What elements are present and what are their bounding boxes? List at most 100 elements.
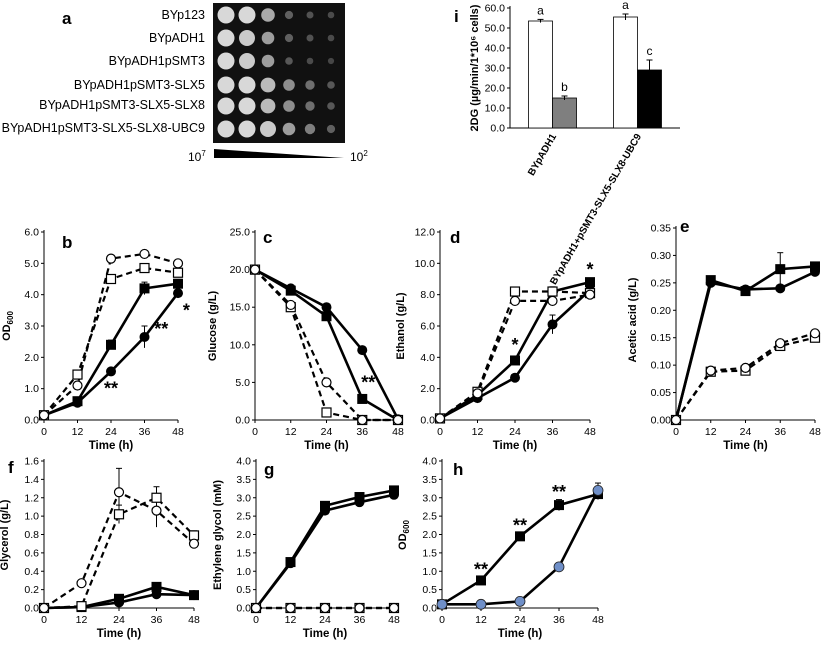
y-tick-label-b-3: 3.0	[24, 321, 39, 333]
data-point-g-1-1	[285, 558, 296, 569]
y-tick-label-e-6: 0.30	[651, 250, 672, 262]
y-tick-label-i-3: 30.0	[485, 63, 506, 75]
data-point-e-1-2	[740, 284, 751, 295]
data-point-c-3-0	[249, 264, 261, 275]
data-point-g-3-1	[285, 602, 296, 614]
y-tick-label-h-5: 2.5	[422, 511, 437, 523]
x-tick-label-d-1: 12	[472, 426, 484, 438]
data-point-d-2-3	[547, 286, 558, 297]
data-point-f-0-3	[151, 581, 162, 592]
x-tick-label-e-4: 48	[809, 426, 821, 438]
data-point-b-3-2	[105, 253, 117, 264]
data-point-b-1-3	[139, 331, 150, 342]
data-point-d-1-2	[510, 372, 520, 383]
strain-label-5: BYpADH1pSMT3-SLX5-SLX8	[39, 98, 205, 112]
y-axis-label-f: Glycerol (g/L)	[0, 499, 11, 570]
x-tick-label-b-2: 24	[105, 426, 117, 438]
dilution-low: 102	[350, 149, 368, 164]
colony-spot-r5-c1	[217, 97, 235, 115]
colony-spot-r3-c4	[285, 57, 293, 65]
colony-spot-r2-c5	[306, 34, 314, 42]
y-tick-label-e-5: 0.25	[651, 277, 672, 289]
colony-spot-r4-c1	[217, 76, 235, 94]
y-tick-label-c-5: 25.0	[230, 227, 251, 239]
data-point-f-3-3	[151, 505, 162, 516]
x-tick-label-h-4: 48	[592, 614, 604, 626]
x-tick-label-b-1: 12	[72, 426, 84, 438]
data-point-c-1-1	[285, 283, 296, 294]
panel-i-label: i	[454, 7, 459, 26]
y-tick-label-h-4: 2.0	[422, 529, 437, 541]
strain-label-4: BYpADH1pSMT3-SLX5	[74, 78, 205, 92]
colony-spot-r2-c3	[261, 31, 275, 45]
y-tick-label-b-1: 1.0	[24, 383, 39, 395]
x-tick-label-e-3: 36	[774, 426, 786, 438]
chart-panel-i: i 0.0 10.0 20.0 30.0 40.0 50.0 60.0 2DG (µg/min/…	[454, 0, 680, 287]
data-point-e-3-1	[705, 365, 716, 376]
colony-spot-r1-c5	[306, 11, 314, 19]
y-axis-label-c: Glucose (g/L)	[207, 291, 219, 362]
dilution-wedge	[214, 149, 344, 158]
y-tick-label-g-3: 1.5	[236, 547, 251, 559]
series-line-b-3	[43, 252, 179, 417]
y-tick-label-c-2: 10.0	[230, 339, 251, 351]
bar-i-s0-c1	[613, 16, 638, 129]
colony-spot-r3-c1	[217, 52, 235, 70]
colony-spot-r4-c3	[260, 77, 276, 93]
colony-spot-r6-c2	[238, 120, 256, 138]
significance-mark-h-1: **	[513, 515, 527, 535]
y-tick-label-b-5: 5.0	[24, 258, 39, 270]
y-tick-label-c-4: 20.0	[230, 264, 251, 276]
x-tick-label-b-0: 0	[41, 426, 47, 438]
colony-spot-r3-c3	[261, 54, 275, 68]
data-point-g-0-3	[354, 492, 365, 503]
data-point-d-1-3	[547, 319, 558, 330]
data-point-d-0-4	[585, 277, 595, 288]
colony-spot-r5-c4	[283, 100, 295, 112]
data-point-f-3-1	[76, 578, 87, 589]
y-tick-label-h-3: 1.5	[422, 547, 437, 559]
data-point-b-0-3	[139, 283, 150, 294]
y-tick-label-i-5: 50.0	[485, 23, 506, 35]
y-tick-label-f-2: 0.4	[24, 566, 39, 578]
y-tick-label-g-6: 3.0	[236, 492, 251, 504]
data-point-c-1-3	[357, 345, 368, 356]
data-point-e-1-4	[810, 266, 820, 277]
data-point-b-1-1	[72, 397, 83, 408]
od-subscript-b: 600	[6, 311, 15, 325]
colony-spot-r2-c6	[327, 34, 335, 42]
y-tick-label-b-2: 2.0	[24, 352, 39, 364]
x-axis-label-c: Time (h)	[304, 440, 349, 452]
data-point-b-0-2	[106, 339, 116, 350]
od-text-b: OD	[1, 324, 13, 341]
data-point-d-3-3	[547, 295, 558, 307]
panel-g-label: g	[264, 460, 274, 479]
significance-mark-d-0: *	[511, 335, 518, 355]
x-tick-label-d-0: 0	[437, 426, 443, 438]
data-point-h-1-1	[475, 598, 487, 610]
x-axis-label-d: Time (h)	[493, 440, 538, 452]
colony-spot-r5-c6	[327, 102, 335, 110]
x-tick-label-c-2: 24	[321, 426, 333, 438]
data-point-g-1-2	[320, 505, 330, 516]
data-point-b-2-1	[72, 369, 83, 380]
data-point-f-3-2	[113, 487, 125, 498]
y-axis-label-h: OD600	[397, 520, 411, 550]
y-tick-label-g-8: 4.0	[236, 456, 251, 468]
x-tick-label-e-1: 12	[705, 426, 717, 438]
y-tick-label-c-0: 0.0	[235, 415, 250, 427]
x-tick-label-h-3: 36	[553, 614, 565, 626]
data-point-e-0-3	[775, 264, 786, 275]
category-label-i-1: BYpADH1+pSMT3-SLX5-SLX8-UBC9	[548, 132, 644, 287]
panel-e-label: e	[680, 217, 689, 236]
colony-spot-r1-c4	[284, 10, 294, 20]
y-tick-label-d-4: 8.0	[420, 289, 435, 301]
data-point-h-0-3	[554, 500, 564, 511]
data-point-h-0-2	[515, 531, 525, 542]
chart-panel-f: f 0.0 0.2 0.4 0.6 0.8 1.0 1.2 1.4 1.6 Glycerol (g/…	[0, 456, 200, 641]
y-tick-label-e-7: 0.35	[651, 223, 672, 235]
panel-h-label: h	[453, 460, 463, 479]
y-tick-label-g-4: 2.0	[236, 529, 251, 541]
y-tick-label-g-7: 3.5	[236, 474, 251, 486]
significance-mark-c-0: **	[361, 372, 375, 392]
